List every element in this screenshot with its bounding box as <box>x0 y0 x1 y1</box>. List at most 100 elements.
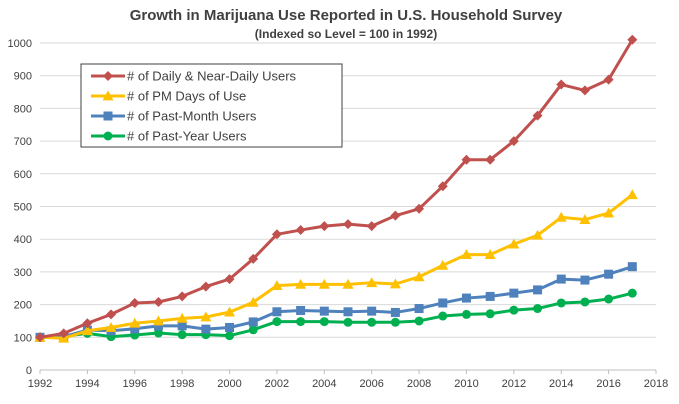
series-1 <box>34 189 638 343</box>
y-tick-label: 400 <box>14 234 32 246</box>
data-point <box>533 285 543 295</box>
data-point <box>437 259 449 270</box>
data-point <box>414 304 424 314</box>
series-group <box>34 34 638 343</box>
data-point <box>200 311 212 322</box>
x-tick-label: 2012 <box>502 378 526 390</box>
data-point <box>153 328 163 338</box>
data-point <box>319 317 329 327</box>
x-tick-label: 2000 <box>217 378 241 390</box>
data-point <box>580 275 590 285</box>
legend-item: # of PM Days of Use <box>91 89 246 104</box>
data-point <box>295 278 307 289</box>
data-point <box>201 324 211 334</box>
data-point <box>390 317 400 327</box>
data-point <box>296 317 306 327</box>
data-point <box>248 317 258 327</box>
data-point <box>485 291 495 301</box>
data-point <box>438 298 448 308</box>
x-tick-label: 2002 <box>265 378 289 390</box>
x-tick-label: 1994 <box>75 378 99 390</box>
y-tick-label: 100 <box>14 332 32 344</box>
data-point <box>626 189 638 200</box>
data-point <box>129 297 140 308</box>
data-point <box>248 325 258 335</box>
data-point <box>366 277 378 288</box>
x-tick-label: 1992 <box>28 378 52 390</box>
data-point <box>627 288 637 298</box>
data-point <box>225 322 235 332</box>
x-tick-label: 2004 <box>312 378 336 390</box>
data-point <box>296 305 306 315</box>
data-point <box>319 221 330 232</box>
data-point <box>555 211 567 222</box>
data-point <box>390 210 401 221</box>
data-point <box>461 293 471 303</box>
x-tick-label: 2016 <box>596 378 620 390</box>
legend-label: # of Daily & Near-Daily Users <box>127 69 297 84</box>
x-tick-label: 2010 <box>454 378 478 390</box>
data-point <box>105 321 117 332</box>
data-point <box>271 280 283 291</box>
data-point <box>367 306 377 316</box>
data-point <box>177 330 187 340</box>
data-point <box>177 321 187 331</box>
y-tick-label: 700 <box>14 136 32 148</box>
legend: # of Daily & Near-Daily Users # of PM Day… <box>80 63 343 148</box>
data-point <box>532 110 543 121</box>
data-point <box>248 253 259 264</box>
series-0 <box>35 34 638 343</box>
data-point <box>389 278 401 289</box>
series-line <box>39 193 634 340</box>
data-point <box>106 309 117 320</box>
y-tick-label: 500 <box>14 202 32 214</box>
chart-title: Growth in Marijuana Use Reported in U.S.… <box>130 7 563 24</box>
y-tick-label: 1000 <box>8 38 32 50</box>
data-point <box>485 309 495 319</box>
data-point <box>390 307 400 317</box>
data-point <box>414 203 425 214</box>
data-point <box>295 225 306 236</box>
legend-label: # of PM Days of Use <box>127 89 246 104</box>
data-point <box>556 79 567 90</box>
data-point <box>176 312 188 323</box>
data-point <box>580 297 590 307</box>
data-point <box>247 296 259 307</box>
legend-item: # of Daily & Near-Daily Users <box>91 69 297 84</box>
data-point <box>342 278 354 289</box>
data-point <box>603 74 614 85</box>
y-tick-label: 0 <box>26 365 32 377</box>
data-point <box>35 332 45 343</box>
y-tick-label: 900 <box>14 71 32 83</box>
data-point <box>556 274 566 284</box>
legend-marker <box>102 90 114 101</box>
legend-label: # of Past-Month Users <box>127 109 257 124</box>
data-point <box>177 291 188 302</box>
data-point <box>627 262 637 272</box>
y-tick-label: 200 <box>14 300 32 312</box>
y-tick-label: 800 <box>14 103 32 115</box>
x-tick-label: 2018 <box>644 378 668 390</box>
series-line <box>39 265 633 339</box>
legend-marker <box>103 71 113 81</box>
legend-label: # of Past-Year Users <box>127 129 247 144</box>
data-point <box>508 238 520 249</box>
data-point <box>509 305 519 315</box>
data-point <box>532 229 544 240</box>
data-point <box>603 207 615 218</box>
data-point <box>343 307 353 317</box>
series-2 <box>35 262 637 342</box>
data-point <box>82 318 93 329</box>
data-point <box>461 154 472 165</box>
data-point <box>272 317 282 327</box>
data-point <box>343 317 353 327</box>
x-tick-label: 2006 <box>359 378 383 390</box>
x-tick-label: 2008 <box>407 378 431 390</box>
data-point <box>153 296 164 307</box>
axes: 0 100 200 300 400 500 600 700 800 900 1000 1992 1994… <box>8 38 669 390</box>
data-point <box>225 331 235 341</box>
data-point <box>533 304 543 314</box>
data-point <box>438 311 448 321</box>
